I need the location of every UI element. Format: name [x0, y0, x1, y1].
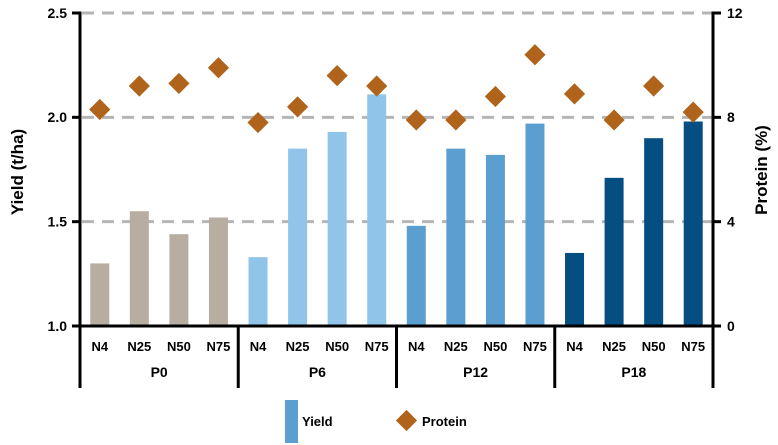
protein-point-P18-N75	[682, 101, 704, 123]
bar-P12-N4	[406, 225, 426, 326]
protein-point-P12-N50	[484, 85, 507, 108]
x-tick-label: N50	[167, 339, 191, 354]
protein-point-P0-N4	[89, 98, 111, 121]
y2-tick-label: 8	[727, 109, 735, 125]
y2-axis-title: Protein (%)	[752, 125, 771, 215]
protein-point-P6-N75	[366, 75, 388, 97]
protein-point-P12-N25	[445, 109, 467, 131]
x-tick-label: N4	[250, 339, 267, 354]
bar-P12-N75	[525, 123, 545, 327]
group-label: P6	[309, 364, 326, 380]
x-tick-label: N25	[286, 339, 310, 354]
x-tick-label: N4	[566, 339, 583, 354]
bar-P0-N75	[208, 217, 228, 326]
x-tick-label: N75	[681, 339, 705, 354]
y2-tick-label: 12	[727, 5, 743, 21]
x-tick-label: N50	[642, 339, 666, 354]
bar-P6-N4	[248, 257, 268, 326]
protein-point-P0-N25	[128, 75, 150, 97]
protein-point-P6-N25	[286, 96, 309, 118]
protein-point-P6-N4	[247, 111, 269, 134]
y-tick-label: 1.5	[48, 214, 68, 230]
protein-point-P6-N50	[326, 64, 348, 87]
protein-point-P12-N75	[524, 44, 546, 66]
bar-P18-N75	[683, 121, 703, 326]
y2-tick-label: 4	[727, 214, 735, 230]
bar-P0-N25	[129, 211, 149, 326]
group-label: P18	[621, 364, 646, 380]
protein-point-P0-N75	[207, 57, 230, 79]
x-tick-label: N75	[523, 339, 547, 354]
y-tick-label: 1.0	[48, 318, 68, 334]
x-tick-label: N25	[602, 339, 626, 354]
legend-yield-swatch	[285, 400, 298, 443]
bar-P18-N4	[565, 252, 585, 326]
protein-point-P0-N50	[168, 72, 190, 95]
protein-point-P18-N4	[563, 83, 586, 105]
x-tick-label: N25	[127, 339, 151, 354]
bar-P18-N25	[604, 177, 624, 326]
group-label: P0	[151, 364, 168, 380]
bar-P12-N50	[485, 154, 505, 326]
x-tick-label: N4	[91, 339, 108, 354]
bar-P6-N75	[367, 94, 387, 326]
protein-point-P18-N25	[603, 109, 625, 131]
y-tick-label: 2.5	[48, 5, 68, 21]
bar-P0-N50	[169, 234, 189, 326]
bar-P12-N25	[446, 148, 466, 326]
bar-P6-N50	[327, 131, 347, 326]
x-tick-label: N75	[207, 339, 231, 354]
bar-P18-N50	[644, 138, 664, 326]
x-tick-label: N50	[325, 339, 349, 354]
x-tick-label: N75	[365, 339, 389, 354]
y-tick-label: 2.0	[48, 109, 68, 125]
y2-tick-label: 0	[727, 318, 735, 334]
bar-P0-N4	[90, 263, 110, 326]
y-axis-title: Yield (t/ha)	[8, 128, 27, 216]
protein-point-P18-N50	[643, 75, 665, 97]
x-tick-label: N50	[483, 339, 507, 354]
legend-protein-label: Protein	[422, 414, 467, 429]
protein-point-P12-N4	[405, 109, 427, 131]
group-label: P12	[463, 364, 488, 380]
bar-P6-N25	[288, 148, 308, 326]
legend-yield-label: Yield	[302, 414, 333, 429]
x-tick-label: N25	[444, 339, 468, 354]
x-tick-label: N4	[408, 339, 425, 354]
